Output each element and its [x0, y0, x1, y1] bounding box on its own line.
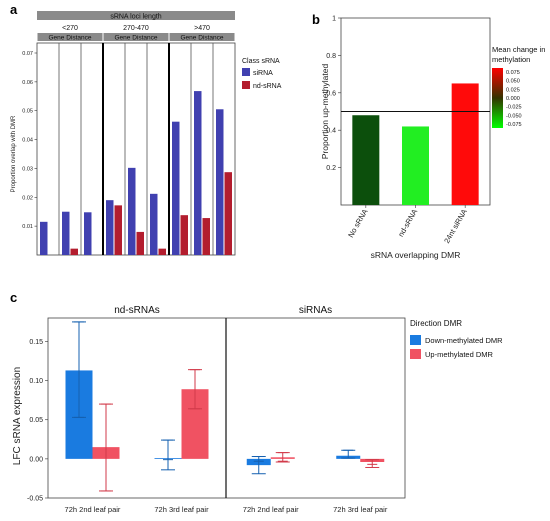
legend-swatch	[410, 349, 421, 359]
bar-b	[402, 126, 429, 205]
y-tick-label-c: -0.05	[27, 496, 43, 503]
colorbar-tick-label: 0.025	[506, 87, 520, 93]
gene-distance-strip	[169, 33, 235, 41]
bar-nd-srna	[136, 231, 144, 255]
y-tick-label-c: 0.10	[29, 378, 43, 385]
gene-distance-strip	[37, 33, 103, 41]
y-axis-label-c: LFC sRNA expression	[12, 367, 23, 465]
legend-label: siRNA	[253, 70, 273, 77]
bar-nd-srna	[202, 218, 210, 255]
panel-c: c nd-sRNAs siRNAs -0.05 0.00 0.05 0.10 0.15 LFC …	[10, 290, 503, 514]
bar-sirna	[216, 109, 224, 256]
bar-nd-srna	[224, 172, 232, 255]
y-tick-label-b: 0.8	[326, 53, 336, 60]
y-tick-label-b: 1	[332, 16, 336, 23]
legend-swatch	[242, 81, 250, 89]
bar-b	[451, 83, 479, 205]
facet-title: siRNAs	[299, 305, 332, 316]
bar-sirna	[172, 121, 180, 256]
gene-distance-label: Gene Distance	[115, 35, 158, 42]
panel-b: b 0.2 0.4 0.6 0.8 1 Proportion up-methylated No…	[312, 12, 545, 260]
y-tick-label-a: 0.01	[22, 224, 33, 230]
bar-nd-srna	[70, 248, 78, 255]
bar-sirna	[40, 221, 48, 255]
y-tick-label-b: 0.4	[326, 128, 336, 135]
legend-label: nd-sRNA	[253, 83, 282, 90]
y-tick-label-b: 0.6	[326, 90, 336, 97]
y-tick-label-b: 0.2	[326, 165, 336, 172]
y-tick-label-a: 0.02	[22, 195, 33, 201]
colorbar-tick-label: -0.075	[506, 122, 522, 128]
x-tick-label-c: 72h 2nd leaf pair	[65, 505, 121, 514]
x-tick-label-c: 72h 3rd leaf pair	[154, 505, 209, 514]
gene-distance-label: Gene Distance	[49, 35, 92, 42]
bar-sirna	[128, 167, 136, 255]
y-tick-label-a: 0.05	[22, 109, 33, 115]
x-tick-label-c: 72h 2nd leaf pair	[243, 505, 299, 514]
colorbar-tick-label: 0.075	[506, 70, 520, 76]
panel-label-b: b	[312, 12, 320, 27]
bar-sirna	[62, 211, 70, 255]
bar-sirna	[84, 212, 92, 255]
y-tick-label-c: 0.00	[29, 456, 43, 463]
colorbar-tick-label: -0.025	[506, 105, 522, 111]
x-tick-label-b: No sRNA	[346, 208, 369, 240]
colorbar-title: methylation	[492, 55, 530, 64]
length-group-label: >470	[194, 25, 210, 32]
length-group-label: <270	[62, 25, 78, 32]
y-tick-label-a: 0.07	[22, 51, 33, 57]
y-tick-label-a: 0.06	[22, 80, 33, 86]
y-tick-label-a: 0.03	[22, 166, 33, 172]
colorbar-title: Mean change in	[492, 45, 545, 54]
header-strip	[37, 11, 235, 20]
y-tick-label-c: 0.05	[29, 417, 43, 424]
y-tick-label-c: 0.15	[29, 339, 43, 346]
legend-title-c: Direction DMR	[410, 319, 462, 328]
bar-nd-srna	[180, 215, 188, 255]
y-tick-label-a: 0.04	[22, 138, 33, 144]
legend-label: Up-methylated DMR	[425, 350, 494, 359]
x-tick-label-b: nd-sRNA	[396, 208, 419, 239]
panel-label-c: c	[10, 290, 17, 305]
colorbar-tick-label: 0.000	[506, 96, 520, 102]
bar-sirna	[194, 91, 202, 255]
bar-nd-srna	[114, 205, 122, 255]
bar-b	[352, 115, 380, 205]
bar-sirna	[106, 200, 114, 255]
bar-nd-srna	[158, 248, 166, 255]
header-title: sRNA loci length	[110, 14, 161, 21]
legend-swatch	[242, 68, 250, 76]
legend-label: Down-methylated DMR	[425, 336, 503, 345]
colorbar-tick-label: -0.050	[506, 113, 522, 119]
gene-distance-label: Gene Distance	[181, 35, 224, 42]
colorbar	[492, 68, 503, 128]
x-axis-label-b: sRNA overlapping DMR	[371, 250, 461, 260]
length-group-label: 270-470	[123, 25, 149, 32]
x-tick-label-b: 24nt siRNA	[442, 208, 469, 245]
facet-title: nd-sRNAs	[114, 305, 160, 316]
legend-title-a: Class sRNA	[242, 58, 280, 65]
bar-sirna	[150, 193, 158, 255]
panel-label-a: a	[10, 2, 18, 17]
plot-frame-a	[36, 42, 236, 256]
x-tick-label-c: 72h 3rd leaf pair	[333, 505, 388, 514]
legend-swatch	[410, 335, 421, 345]
y-axis-label-b: Proportion up-methylated	[320, 64, 330, 160]
y-axis-label-a: Proportion overlap with DMR	[11, 115, 17, 192]
gene-distance-strip	[103, 33, 169, 41]
colorbar-tick-label: 0.050	[506, 79, 520, 85]
